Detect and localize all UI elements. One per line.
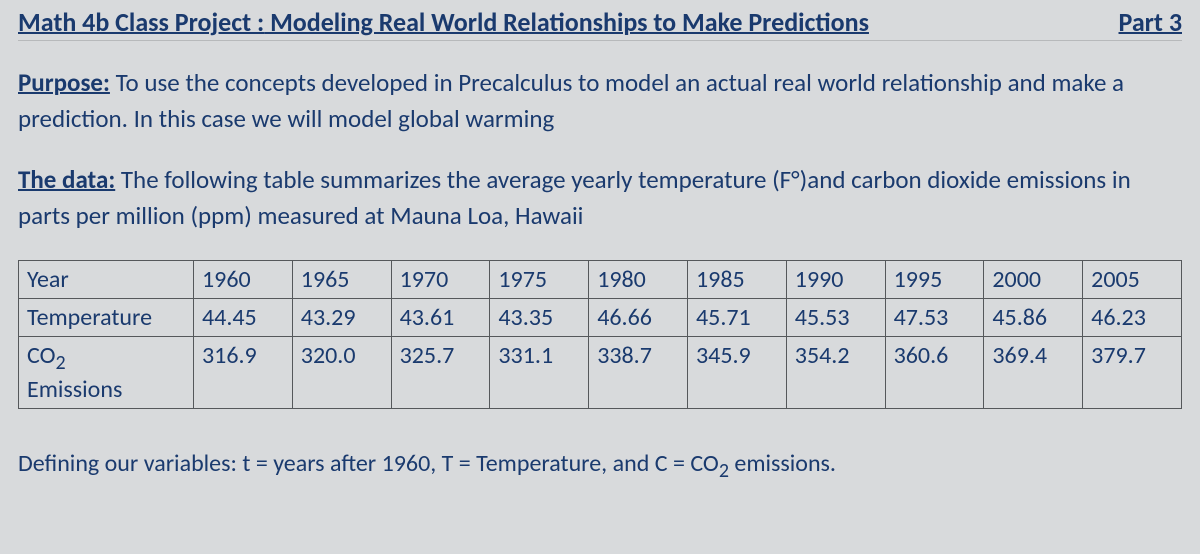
row-header-temperature: Temperature [19,299,194,337]
table-row: Year 1960 1965 1970 1975 1980 1985 1990 … [19,261,1182,299]
data-table: Year 1960 1965 1970 1975 1980 1985 1990 … [18,260,1182,409]
title-prefix: Math 4b Class Project : [18,6,264,38]
cell-year: 2005 [1083,261,1182,299]
cell-year: 1965 [292,261,391,299]
purpose-text: To use the concepts developed in Precalc… [18,67,1124,134]
page-title: Math 4b Class Project : Modeling Real Wo… [18,6,869,38]
cell-year: 1975 [490,261,589,299]
cell-year: 1980 [589,261,688,299]
cell-temp: 46.66 [589,299,688,337]
co2-emissions-text: Emissions [27,375,185,404]
part-label: Part 3 [1119,6,1182,38]
cell-temp: 46.23 [1083,299,1182,337]
defining-text-1: Defining our variables: t = years after … [18,449,719,478]
degree-symbol: ° [791,164,799,195]
title-row: Math 4b Class Project : Modeling Real Wo… [18,6,1182,41]
data-label: The data: [18,164,115,195]
cell-year: 1970 [391,261,490,299]
cell-co2: 320.0 [292,337,391,409]
purpose-section: Purpose: To use the concepts developed i… [18,65,1182,138]
cell-temp: 43.35 [490,299,589,337]
cell-temp: 45.86 [984,299,1083,337]
table-row: CO2 Emissions 316.9 320.0 325.7 331.1 33… [19,337,1182,409]
defining-variables: Defining our variables: t = years after … [18,449,1182,483]
cell-temp: 45.53 [786,299,885,337]
data-text-1: The following table summarizes the avera… [115,164,791,195]
title-main: Modeling Real World Relationships to Mak… [264,6,869,38]
cell-temp: 47.53 [885,299,984,337]
co2-text: CO [27,341,55,370]
co2-subscript: 2 [55,351,65,375]
cell-co2: 325.7 [391,337,490,409]
cell-co2: 379.7 [1083,337,1182,409]
cell-year: 2000 [984,261,1083,299]
cell-temp: 43.29 [292,299,391,337]
table-row: Temperature 44.45 43.29 43.61 43.35 46.6… [19,299,1182,337]
defining-sub: 2 [719,459,729,483]
purpose-label: Purpose: [18,67,110,98]
defining-text-2: emissions. [729,449,836,478]
cell-co2: 360.6 [885,337,984,409]
cell-co2: 338.7 [589,337,688,409]
cell-co2: 316.9 [194,337,293,409]
cell-temp: 43.61 [391,299,490,337]
data-section: The data: The following table summarizes… [18,162,1182,235]
cell-temp: 45.71 [687,299,786,337]
cell-co2: 331.1 [490,337,589,409]
cell-temp: 44.45 [194,299,293,337]
cell-co2: 345.9 [687,337,786,409]
cell-year: 1960 [194,261,293,299]
cell-year: 1985 [687,261,786,299]
row-header-year: Year [19,261,194,299]
cell-co2: 354.2 [786,337,885,409]
row-header-co2: CO2 Emissions [19,337,194,409]
cell-year: 1995 [885,261,984,299]
worksheet-page: Math 4b Class Project : Modeling Real Wo… [0,0,1200,493]
cell-co2: 369.4 [984,337,1083,409]
cell-year: 1990 [786,261,885,299]
